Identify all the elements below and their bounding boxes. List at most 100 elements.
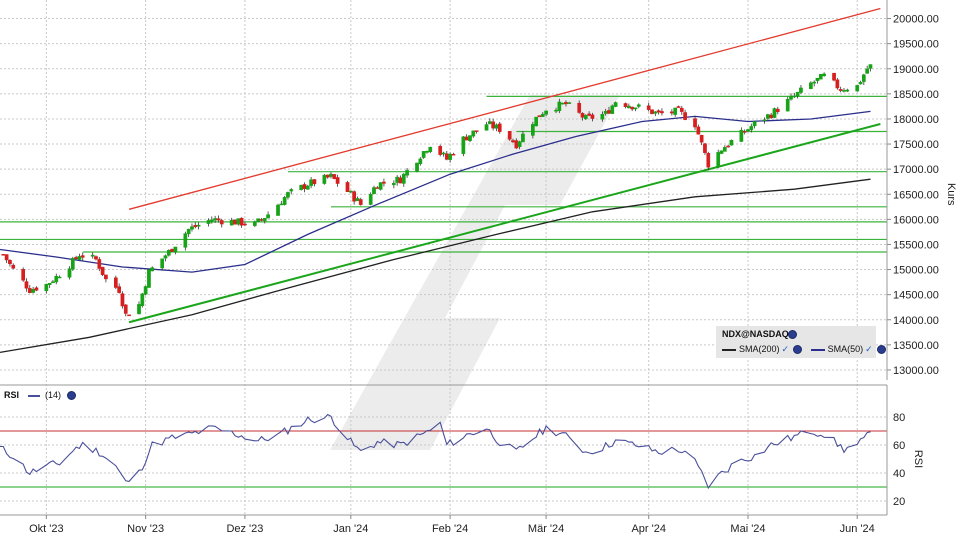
- candle-body: [762, 119, 767, 122]
- candle-body: [799, 87, 803, 93]
- candle-body: [405, 170, 409, 176]
- candle-body: [77, 256, 82, 260]
- candle-body: [329, 173, 333, 177]
- y-tick-label: 18000.00: [893, 114, 939, 126]
- candle-body: [699, 135, 704, 143]
- candle-body: [461, 136, 466, 154]
- candle-body: [845, 89, 850, 92]
- candle-body: [368, 194, 373, 205]
- candle-body: [1, 254, 6, 256]
- candle-body: [57, 276, 62, 279]
- candle-body: [289, 189, 294, 192]
- candle-body: [332, 174, 337, 179]
- candle-body: [302, 184, 307, 190]
- candle-body: [392, 183, 396, 186]
- y-tick-label: 17000.00: [893, 164, 939, 176]
- candle-body: [276, 204, 280, 216]
- candle-body: [282, 197, 287, 205]
- settings-icon[interactable]: [793, 345, 803, 355]
- check-icon[interactable]: ✓: [865, 344, 873, 354]
- candle-body: [8, 259, 12, 265]
- candle-body: [670, 111, 674, 114]
- candle-body: [305, 185, 310, 190]
- candle-body: [716, 152, 721, 168]
- candle-body: [196, 224, 201, 227]
- candle-body: [683, 112, 687, 120]
- x-tick-label: Mär '24: [528, 523, 564, 535]
- candle-body: [577, 103, 582, 113]
- candle-body: [832, 72, 836, 81]
- rsi-swatch: [27, 394, 40, 397]
- candle-body: [279, 203, 284, 206]
- candle-body: [676, 106, 681, 108]
- candle-body: [382, 181, 386, 184]
- rsi-tick-label: 60: [893, 440, 905, 452]
- candle-body: [120, 293, 125, 307]
- candle-body: [706, 153, 711, 168]
- candle-body: [286, 192, 290, 198]
- candle-body: [47, 283, 52, 285]
- legend-items: SMA(200) ✓ SMA(50) ✓: [722, 344, 886, 355]
- sma50-swatch: [810, 348, 825, 351]
- settings-icon[interactable]: [876, 345, 886, 355]
- y-axis-title: Kurs: [945, 183, 957, 206]
- x-tick-label: Apr '24: [631, 523, 666, 535]
- candle-body: [183, 233, 188, 248]
- candle-body: [358, 199, 363, 205]
- candle-body: [838, 89, 843, 91]
- horizontal-levels: [0, 95, 887, 253]
- channel-lower-line: [128, 123, 881, 324]
- channel-upper-line: [128, 7, 881, 210]
- candle-body: [487, 121, 492, 124]
- rsi-axis-title: RSI: [912, 450, 924, 468]
- watermark-logo: [330, 95, 620, 450]
- candle-body: [97, 259, 102, 269]
- candle-body: [11, 264, 16, 269]
- legend-sma200-label: SMA(200): [739, 344, 780, 354]
- candle-body: [259, 219, 264, 221]
- candle-body: [256, 218, 261, 222]
- candle-body: [719, 150, 724, 154]
- candlesticks: [1, 64, 873, 317]
- candle-body: [421, 151, 426, 158]
- candle-body: [868, 64, 873, 69]
- candle-body: [127, 314, 131, 317]
- candle-body: [511, 140, 515, 143]
- candle-body: [150, 267, 155, 272]
- candle-body: [299, 184, 304, 190]
- rsi-legend-param: (14): [45, 390, 62, 400]
- watermark-shape: [330, 95, 620, 450]
- candle-body: [822, 73, 826, 77]
- x-tick-label: Nov '23: [127, 523, 164, 535]
- check-icon[interactable]: ✓: [781, 344, 790, 354]
- y-tick-label: 19500.00: [893, 39, 939, 51]
- candle-body: [166, 249, 171, 256]
- candle-body: [653, 111, 658, 114]
- settings-icon[interactable]: [66, 391, 76, 401]
- candle-body: [534, 116, 539, 127]
- candle-body: [21, 269, 26, 281]
- candle-body: [355, 198, 360, 202]
- candle-body: [74, 257, 78, 260]
- x-tick-label: Okt '23: [29, 523, 64, 535]
- candle-body: [656, 110, 661, 113]
- candle-body: [494, 124, 499, 129]
- candle-body: [425, 150, 429, 153]
- candle-body: [564, 102, 568, 105]
- candle-body: [44, 283, 49, 292]
- candle-body: [252, 221, 257, 226]
- candle-body: [51, 281, 55, 283]
- candle-body: [213, 218, 217, 221]
- rsi-tick-label: 40: [893, 468, 905, 480]
- candle-body: [818, 74, 823, 80]
- candle-body: [441, 152, 446, 155]
- candle-body: [792, 95, 797, 98]
- candle-body: [861, 74, 866, 82]
- candle-body: [123, 304, 128, 314]
- candle-body: [474, 130, 479, 132]
- candle-body: [815, 77, 820, 81]
- candle-body: [398, 177, 403, 184]
- settings-icon[interactable]: [788, 330, 797, 339]
- candle-body: [266, 214, 270, 219]
